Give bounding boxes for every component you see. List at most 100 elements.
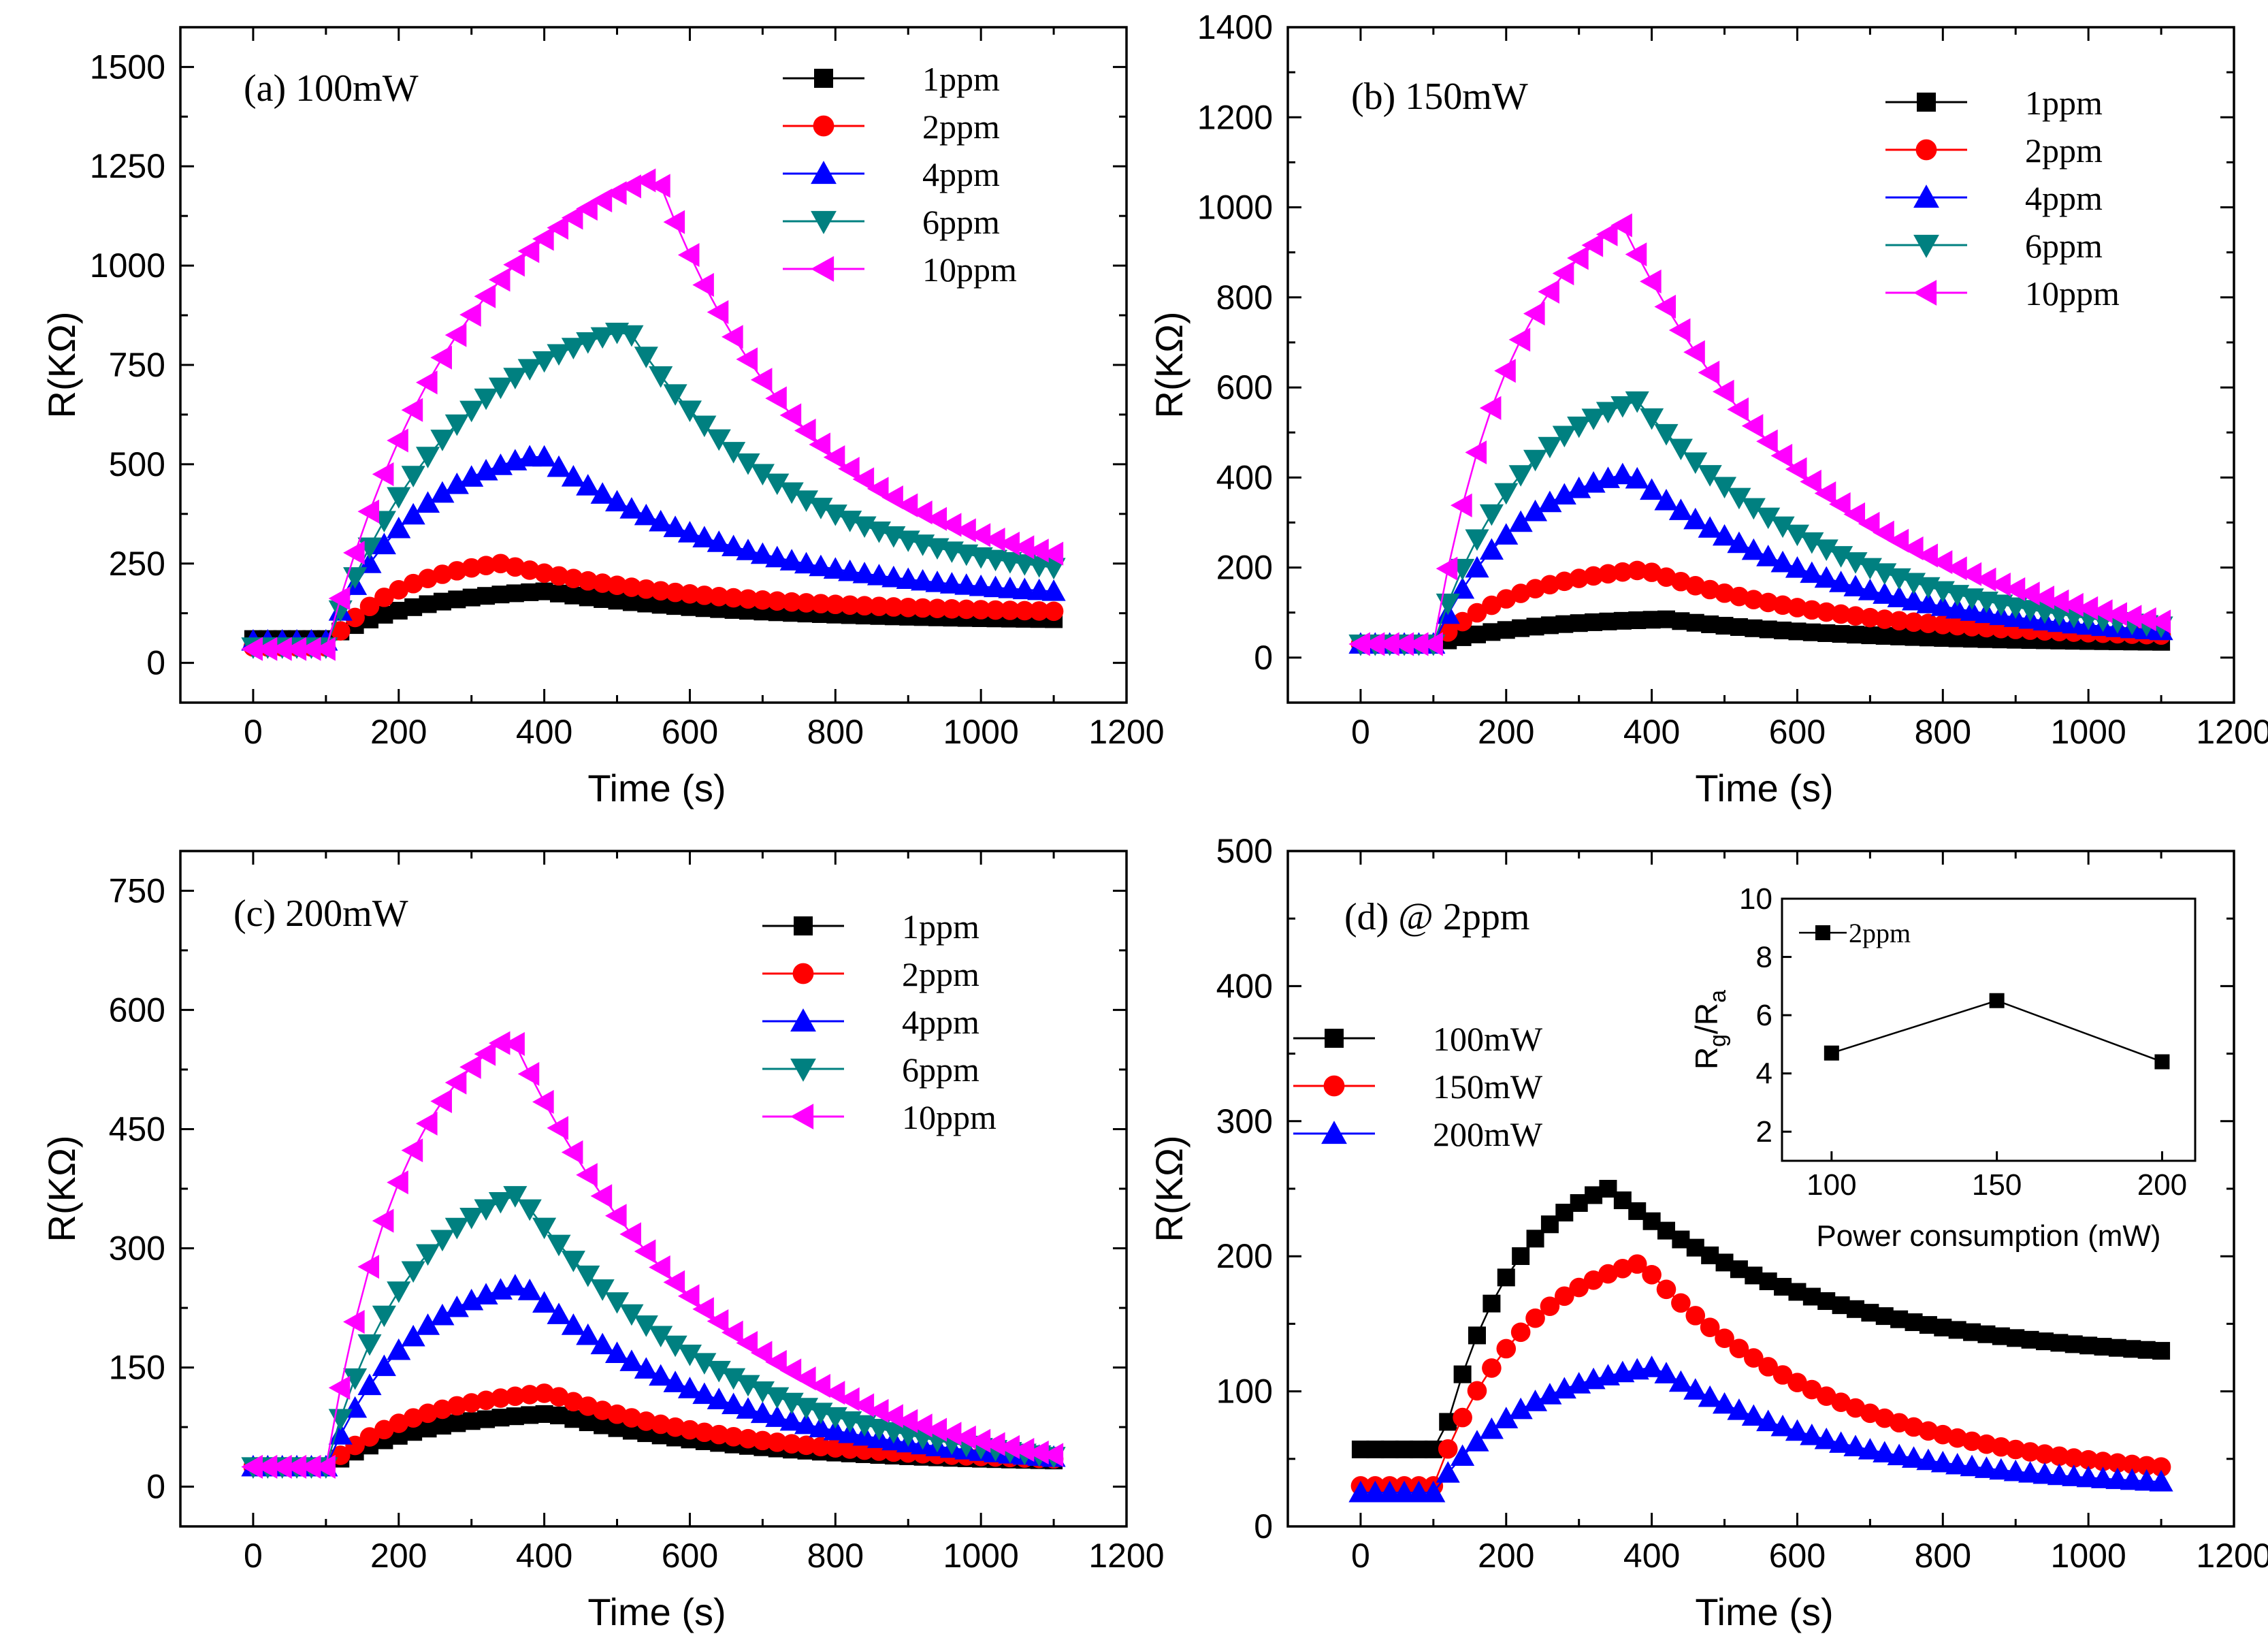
data-point xyxy=(330,621,351,641)
data-point xyxy=(619,497,644,519)
data-point xyxy=(796,593,816,613)
data-point xyxy=(1901,536,1924,561)
data-point xyxy=(2032,586,2055,610)
panel-title: (d) @ 2ppm xyxy=(1344,896,1529,938)
data-point xyxy=(838,456,860,481)
data-point xyxy=(1438,1439,1458,1459)
data-point xyxy=(517,1061,540,1086)
data-point xyxy=(2032,1462,2057,1484)
data-point xyxy=(387,428,408,453)
panel-title: (a) 100mW xyxy=(244,67,419,110)
data-point xyxy=(781,1434,802,1454)
data-point xyxy=(372,532,396,555)
data-point xyxy=(1904,612,1924,632)
data-point xyxy=(707,429,731,451)
data-point xyxy=(1698,516,1722,538)
legend-entry: 2ppm xyxy=(783,108,1000,146)
data-point xyxy=(590,482,615,504)
data-point xyxy=(576,1163,598,1187)
data-point xyxy=(750,368,773,392)
data-point xyxy=(2120,1468,2144,1490)
data-point xyxy=(2107,1453,2128,1473)
legend-entry: 4ppm xyxy=(762,1003,979,1041)
data-point xyxy=(1683,507,1708,530)
inset-y-label-part: R xyxy=(1689,1047,1724,1070)
y-axis-label: R(KΩ) xyxy=(1148,1136,1190,1243)
data-point xyxy=(561,338,585,359)
data-point xyxy=(590,188,613,213)
y-tick-label: 200 xyxy=(1216,1237,1273,1275)
legend-marker xyxy=(811,256,835,282)
data-point xyxy=(1640,269,1662,293)
data-point xyxy=(549,566,569,586)
data-point xyxy=(1727,531,1751,554)
data-point xyxy=(1685,576,1706,596)
data-point xyxy=(401,1138,423,1163)
inset-x-tick-label: 100 xyxy=(1807,1168,1856,1202)
inset-y-tick-label: 10 xyxy=(1739,882,1772,916)
data-point xyxy=(343,1309,365,1334)
data-point xyxy=(1027,578,1052,600)
data-point xyxy=(1555,1286,1574,1307)
data-point xyxy=(401,1324,425,1347)
data-point xyxy=(854,596,875,616)
data-point xyxy=(1654,423,1679,446)
data-point xyxy=(1800,1424,1824,1445)
legend-marker xyxy=(790,1104,814,1129)
legend-marker xyxy=(1913,234,1939,258)
data-point xyxy=(459,302,481,327)
data-point xyxy=(1508,510,1533,532)
data-point xyxy=(823,1418,847,1441)
data-point xyxy=(1523,449,1548,472)
data-point xyxy=(1858,1438,1882,1460)
data-point xyxy=(1479,504,1504,526)
data-point xyxy=(1974,567,1996,592)
data-point xyxy=(1889,611,1909,631)
data-point xyxy=(1581,408,1606,430)
data-point xyxy=(343,1368,368,1390)
legend-label: 10ppm xyxy=(902,1098,997,1136)
legend-label: 150mW xyxy=(1433,1068,1543,1106)
data-point xyxy=(969,1428,991,1453)
data-point xyxy=(1770,516,1795,539)
data-point xyxy=(374,1420,394,1440)
data-point xyxy=(1933,615,1953,635)
y-tick-label: 800 xyxy=(1216,278,1273,317)
data-point xyxy=(444,414,469,436)
inset-y-label-part: g xyxy=(1705,1034,1731,1047)
data-point xyxy=(1523,302,1545,326)
data-point xyxy=(1741,498,1766,520)
data-point xyxy=(387,487,411,509)
data-point xyxy=(1814,566,1838,588)
data-point xyxy=(1712,524,1737,546)
data-point xyxy=(722,442,746,464)
data-point xyxy=(432,564,453,584)
data-point xyxy=(1496,1339,1517,1359)
y-tick-label: 750 xyxy=(109,871,165,910)
x-tick-label: 600 xyxy=(1769,1537,1826,1575)
inset-y-axis-label: Rg/Ra xyxy=(1689,990,1731,1070)
data-point xyxy=(680,584,700,604)
inset-y-tick-label: 2 xyxy=(1756,1115,1772,1149)
data-point xyxy=(401,398,423,422)
legend-entry: 6ppm xyxy=(762,1051,979,1089)
data-point xyxy=(1508,327,1531,352)
data-point xyxy=(826,594,845,615)
data-point xyxy=(1041,579,1066,601)
data-point xyxy=(1640,408,1664,430)
data-point xyxy=(561,464,585,487)
data-point xyxy=(1712,477,1737,499)
data-point xyxy=(954,1425,976,1449)
data-point xyxy=(692,526,717,547)
data-point xyxy=(1785,457,1807,481)
data-point xyxy=(2122,1454,2142,1475)
y-tick-label: 600 xyxy=(109,991,165,1029)
inset-y-label-part: a xyxy=(1705,990,1731,1003)
data-point xyxy=(1436,1461,1460,1483)
data-point xyxy=(1770,550,1795,573)
legend-label: 2ppm xyxy=(902,955,979,993)
data-point xyxy=(1843,502,1866,526)
inset-frame xyxy=(1781,897,2197,1162)
data-point xyxy=(1494,523,1519,545)
data-point xyxy=(503,368,528,389)
